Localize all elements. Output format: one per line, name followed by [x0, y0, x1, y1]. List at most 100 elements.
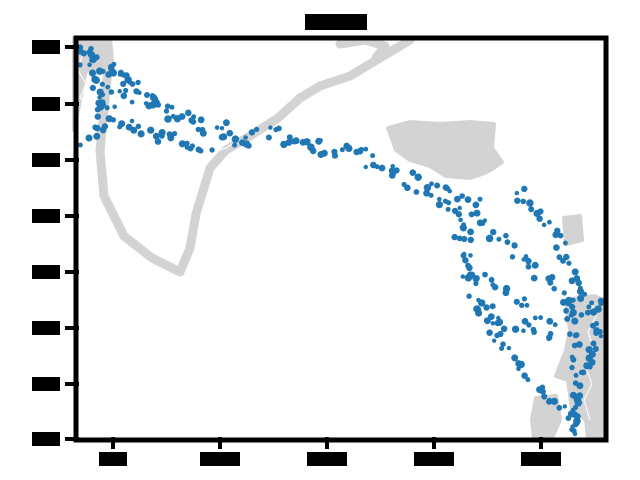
- track-point: [521, 317, 529, 325]
- track-point: [423, 189, 430, 197]
- x-tick-mark: [325, 437, 329, 449]
- track-point: [564, 316, 571, 322]
- track-point: [94, 113, 102, 120]
- track-point: [331, 152, 339, 159]
- y-tick-label-block: [32, 97, 60, 111]
- track-point: [78, 142, 83, 148]
- track-point: [524, 302, 530, 308]
- y-tick-mark: [65, 158, 79, 162]
- y-tick-mark: [65, 437, 79, 441]
- track-point: [468, 253, 473, 258]
- track-point: [94, 106, 101, 113]
- track-point: [499, 346, 505, 351]
- track-point: [590, 322, 596, 329]
- track-point: [521, 328, 526, 334]
- track-point: [590, 308, 598, 316]
- track-point: [195, 126, 201, 133]
- track-point: [85, 134, 93, 142]
- track-point: [120, 80, 127, 87]
- track-point: [473, 209, 481, 217]
- track-point: [460, 274, 465, 279]
- track-point: [532, 315, 538, 321]
- track-point: [315, 137, 323, 145]
- track-point: [536, 215, 543, 222]
- track-point: [491, 284, 499, 291]
- track-point: [137, 130, 145, 138]
- track-point: [458, 217, 463, 223]
- track-point: [525, 263, 532, 270]
- track-point: [195, 146, 202, 153]
- track-point: [479, 220, 486, 226]
- track-point: [475, 309, 483, 317]
- y-tick-mark: [65, 326, 79, 330]
- track-point: [286, 134, 293, 141]
- track-point: [219, 126, 225, 131]
- track-point: [172, 131, 178, 137]
- track-point: [154, 99, 160, 105]
- track-point: [531, 261, 539, 269]
- track-point: [567, 410, 575, 418]
- track-point: [245, 142, 252, 149]
- track-point: [461, 235, 468, 243]
- track-point: [97, 95, 102, 100]
- track-point: [164, 115, 172, 123]
- track-point: [598, 300, 604, 307]
- track-point: [345, 144, 353, 152]
- track-point: [169, 104, 175, 110]
- track-point: [504, 239, 511, 246]
- track-point: [356, 147, 364, 155]
- track-point: [503, 232, 509, 239]
- track-point: [569, 354, 575, 360]
- track-point: [557, 232, 564, 239]
- track-point: [317, 151, 325, 158]
- track-point: [497, 330, 504, 338]
- y-tick-label-block: [32, 321, 60, 335]
- track-point: [514, 190, 519, 196]
- track-point: [189, 143, 195, 149]
- track-point: [473, 280, 479, 287]
- track-point: [511, 354, 519, 362]
- y-tick-mark: [65, 45, 79, 49]
- track-point: [531, 329, 537, 335]
- track-point: [254, 126, 260, 132]
- track-point: [170, 113, 176, 119]
- track-point: [467, 236, 474, 244]
- x-tick-mark: [111, 437, 115, 449]
- track-point: [152, 132, 160, 140]
- track-point: [526, 322, 532, 328]
- track-point: [520, 198, 527, 205]
- track-point: [129, 81, 136, 87]
- map-title-block: [305, 14, 367, 30]
- track-point: [144, 92, 150, 98]
- track-point: [560, 298, 567, 306]
- track-point: [390, 164, 396, 169]
- track-point: [339, 147, 345, 153]
- track-point: [454, 195, 461, 203]
- land-outline-inner: [335, 35, 390, 63]
- track-point: [556, 404, 563, 411]
- track-point: [562, 404, 567, 409]
- track-point: [514, 197, 521, 204]
- track-point: [130, 126, 138, 134]
- track-point: [428, 192, 434, 198]
- track-point: [413, 189, 420, 195]
- track-point: [105, 84, 111, 90]
- track-point: [112, 104, 117, 110]
- track-point: [467, 228, 474, 236]
- track-point: [445, 206, 451, 212]
- track-point: [457, 205, 462, 211]
- track-point: [93, 54, 100, 61]
- track-point: [486, 329, 493, 337]
- y-axis: [32, 40, 79, 446]
- track-point: [456, 235, 463, 242]
- track-point: [89, 71, 95, 77]
- track-point: [89, 84, 96, 91]
- track-point: [577, 294, 585, 302]
- track-point: [541, 393, 548, 400]
- y-tick-label-block: [32, 40, 60, 54]
- track-point: [468, 211, 475, 218]
- track-point: [466, 264, 473, 272]
- track-point: [214, 125, 220, 130]
- track-point: [485, 234, 494, 243]
